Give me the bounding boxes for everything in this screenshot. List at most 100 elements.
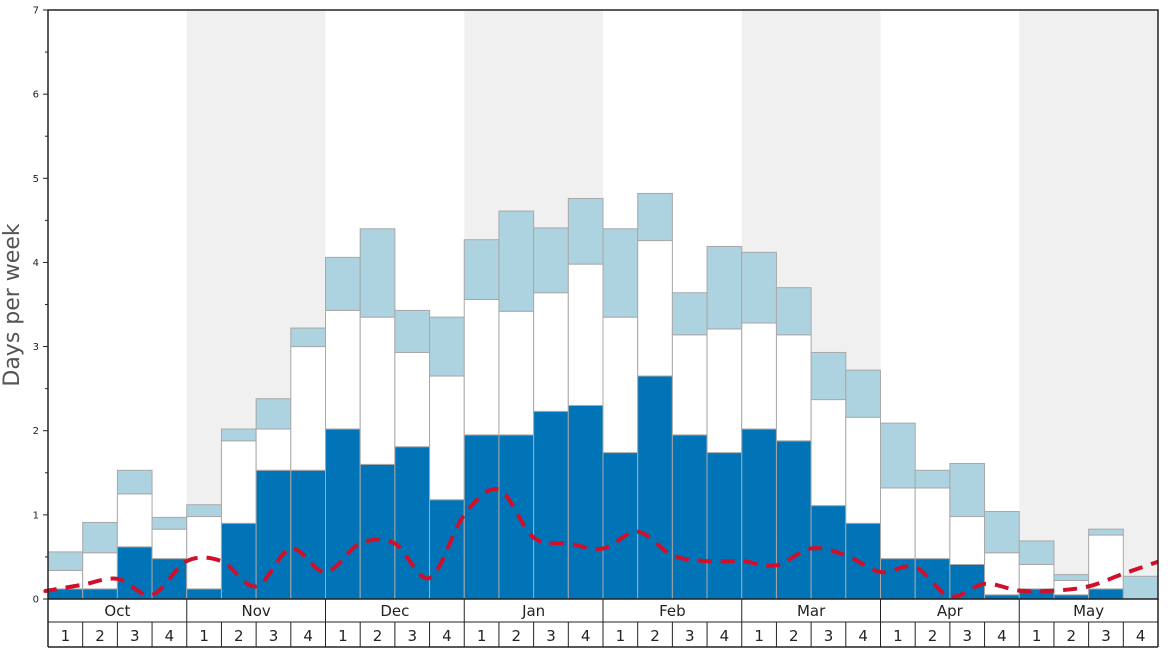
bar-segment xyxy=(845,369,881,418)
bar-segment xyxy=(706,452,743,600)
bar-segment xyxy=(82,552,118,590)
week-label: 3 xyxy=(130,627,140,645)
bar-segment xyxy=(741,322,777,430)
bar-segment xyxy=(429,499,465,600)
bar-segment xyxy=(116,493,153,548)
bar-segment xyxy=(741,428,777,600)
week-label: 3 xyxy=(269,627,279,645)
bar-segment xyxy=(325,309,361,430)
bar-segment xyxy=(671,292,708,336)
week-label: 4 xyxy=(997,627,1007,645)
bar-segment xyxy=(116,546,153,600)
bar-segment xyxy=(82,588,118,600)
bar-segment xyxy=(602,452,639,600)
bar-segment xyxy=(1088,588,1124,600)
month-label: Oct xyxy=(104,602,130,620)
week-label: 1 xyxy=(61,627,71,645)
bar-segment xyxy=(220,428,257,442)
bar-segment xyxy=(914,469,951,489)
week-label: 1 xyxy=(616,627,626,645)
bar-segment xyxy=(671,334,708,436)
month-label: Nov xyxy=(241,602,270,620)
bar-segment xyxy=(637,375,673,600)
bar-segment xyxy=(775,440,812,600)
bar-segment xyxy=(290,327,326,348)
axis-layer: 0 1 2 3 4 5 6 7 Oct 1 2 3 4 Nov 1 2 3 4 Dec 1 2 3 4 Jan 1 2 3 4 Feb 1… xyxy=(33,6,1159,648)
bar-segment xyxy=(186,504,222,518)
bar-segment xyxy=(880,558,916,600)
week-label: 3 xyxy=(685,627,695,645)
week-label: 3 xyxy=(407,627,417,645)
bar-segment xyxy=(151,516,188,530)
bar-segment xyxy=(255,469,292,600)
bar-segment xyxy=(741,251,777,324)
bar-segment xyxy=(602,316,639,454)
bar-segment xyxy=(567,197,604,265)
bar-segment xyxy=(1018,540,1055,566)
month-label: Dec xyxy=(380,602,409,620)
month-label: Mar xyxy=(797,602,826,620)
week-label: 1 xyxy=(199,627,209,645)
bar-segment xyxy=(880,422,916,489)
bar-segment xyxy=(1018,564,1055,590)
week-label: 3 xyxy=(962,627,972,645)
month-label: Apr xyxy=(937,602,964,620)
week-label: 2 xyxy=(512,627,522,645)
y-tick-label: 7 xyxy=(33,6,39,17)
y-tick-label: 5 xyxy=(33,174,39,185)
bar-segment xyxy=(186,516,222,590)
bar-segment xyxy=(845,522,881,600)
bar-segment xyxy=(949,463,986,518)
bar-segment xyxy=(949,516,986,566)
bar-segment xyxy=(810,399,847,507)
week-label: 2 xyxy=(1067,627,1077,645)
week-label: 4 xyxy=(720,627,730,645)
bar-segment xyxy=(498,210,535,312)
bar-segment xyxy=(255,398,292,430)
bar-segment xyxy=(949,564,986,600)
bar-segment xyxy=(533,292,569,412)
bar-segment xyxy=(671,434,708,600)
bar-segment xyxy=(47,551,84,571)
bar-segment xyxy=(533,227,569,294)
bar-segment xyxy=(463,239,500,300)
bar-segment xyxy=(637,240,673,377)
bar-segment xyxy=(706,328,743,454)
week-label: 2 xyxy=(373,627,383,645)
bar-segment xyxy=(325,428,361,600)
week-label: 2 xyxy=(234,627,244,645)
bar-segment xyxy=(359,316,396,465)
month-shade-band xyxy=(1019,10,1158,599)
week-label: 1 xyxy=(477,627,487,645)
bar-segment xyxy=(810,351,847,401)
week-label: 4 xyxy=(1136,627,1146,645)
week-label: 2 xyxy=(650,627,660,645)
week-label: 2 xyxy=(789,627,799,645)
bar-segment xyxy=(151,528,188,560)
bar-segment xyxy=(429,375,465,501)
week-label: 3 xyxy=(1101,627,1111,645)
week-label: 2 xyxy=(928,627,938,645)
y-tick-label: 2 xyxy=(33,426,39,437)
y-tick-label: 0 xyxy=(33,595,39,606)
bar-segment xyxy=(186,588,222,600)
bar-segment xyxy=(429,316,465,377)
week-label: 1 xyxy=(338,627,348,645)
line-layer xyxy=(43,487,1159,599)
bar-segment xyxy=(290,346,326,471)
bar-segment xyxy=(984,510,1020,554)
y-tick-label: 1 xyxy=(33,510,39,521)
week-label: 4 xyxy=(442,627,452,645)
bar-segment xyxy=(394,309,431,353)
week-label: 3 xyxy=(546,627,556,645)
bar-segment xyxy=(463,298,500,436)
bar-segment xyxy=(116,469,153,495)
bar-segment xyxy=(255,428,292,471)
bar-segment xyxy=(533,410,569,600)
trend-line xyxy=(43,487,1159,599)
y-tick-label: 4 xyxy=(33,258,39,269)
week-label: 4 xyxy=(303,627,313,645)
bar-segment xyxy=(82,521,118,554)
